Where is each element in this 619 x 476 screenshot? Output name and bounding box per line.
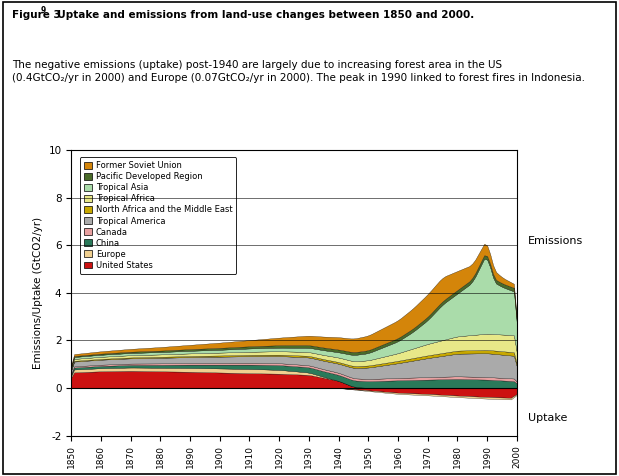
Text: 9: 9 xyxy=(41,6,46,15)
Text: The negative emissions (uptake) post-1940 are largely due to increasing forest a: The negative emissions (uptake) post-194… xyxy=(12,60,586,83)
Text: Uptake: Uptake xyxy=(528,413,568,424)
Legend: Former Soviet Union, Pacific Developed Region, Tropical Asia, Tropical Africa, N: Former Soviet Union, Pacific Developed R… xyxy=(80,157,236,274)
Text: Figure 3: Figure 3 xyxy=(12,10,61,20)
Y-axis label: Emissions/Uptake (GtCO2/yr): Emissions/Uptake (GtCO2/yr) xyxy=(33,217,43,369)
Text: Emissions: Emissions xyxy=(528,236,583,247)
Text: Uptake and emissions from land-use changes between 1850 and 2000.: Uptake and emissions from land-use chang… xyxy=(50,10,474,20)
